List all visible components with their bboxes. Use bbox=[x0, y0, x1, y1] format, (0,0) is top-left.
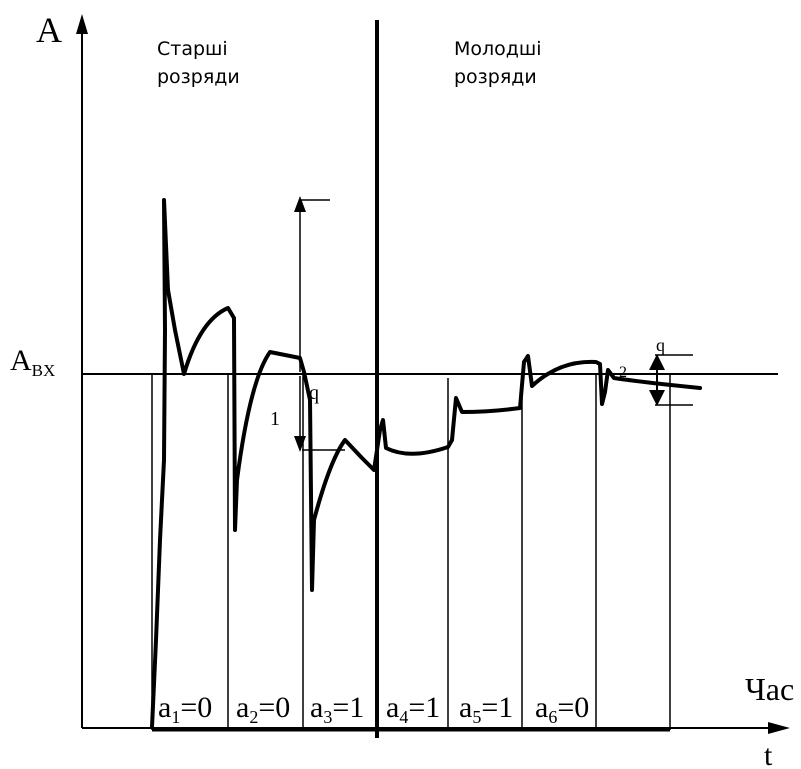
bit-label-5: a5=1 bbox=[459, 691, 513, 727]
bit-slots bbox=[151, 374, 671, 732]
bit-label-2: a2=0 bbox=[236, 691, 290, 727]
input-level-label: ABX bbox=[10, 344, 55, 380]
x-axis-arrowhead bbox=[768, 722, 790, 734]
bit-label-1: a1=0 bbox=[158, 691, 212, 727]
quantum-right-arrowhead-up bbox=[649, 354, 665, 370]
quantum-left-number: 1 bbox=[270, 408, 280, 430]
bit-label-6: a6=0 bbox=[535, 691, 589, 727]
bit-labels: a1=0 a2=0 a3=1 a4=1 a5=1 a6=0 bbox=[158, 691, 589, 727]
senior-bits-label-line2: розряди bbox=[157, 66, 240, 88]
y-axis-label: A bbox=[36, 10, 62, 50]
bit-label-3: a3=1 bbox=[310, 691, 364, 727]
x-axis-label-time: Час bbox=[745, 671, 794, 707]
quantum-right-arrowhead-down bbox=[649, 390, 665, 406]
junior-bits-label-line2: розряди bbox=[454, 66, 537, 88]
junior-bits-label-line1: Молодші bbox=[454, 38, 542, 60]
quantum-right-number: 2 bbox=[619, 364, 627, 381]
y-axis-arrowhead bbox=[76, 14, 88, 34]
quantum-left-arrowhead-up bbox=[294, 196, 306, 212]
quantum-left-q: q bbox=[309, 382, 319, 404]
senior-bits-label-line1: Старші bbox=[157, 38, 228, 60]
quantum-left-arrowhead-down bbox=[294, 436, 306, 452]
quantum-right-q: q bbox=[656, 335, 665, 355]
bit-label-4: a4=1 bbox=[386, 691, 440, 727]
compensation-curve bbox=[150, 198, 702, 729]
x-axis-label-t: t bbox=[764, 739, 773, 769]
